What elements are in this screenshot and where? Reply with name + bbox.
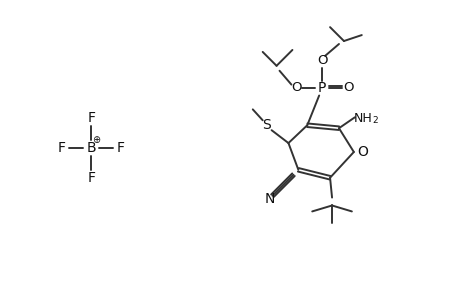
Text: S: S: [262, 118, 270, 132]
Text: B: B: [86, 141, 96, 155]
Text: P: P: [317, 81, 325, 94]
Text: 2: 2: [372, 116, 377, 125]
Text: ⊕: ⊕: [92, 135, 100, 145]
Text: F: F: [87, 111, 95, 125]
Text: F: F: [57, 141, 66, 155]
Text: F: F: [87, 171, 95, 185]
Text: NH: NH: [353, 112, 371, 125]
Text: O: O: [316, 54, 327, 67]
Text: O: O: [291, 81, 301, 94]
Text: O: O: [357, 145, 367, 159]
Text: F: F: [117, 141, 125, 155]
Text: N: N: [264, 191, 274, 206]
Text: O: O: [343, 81, 353, 94]
